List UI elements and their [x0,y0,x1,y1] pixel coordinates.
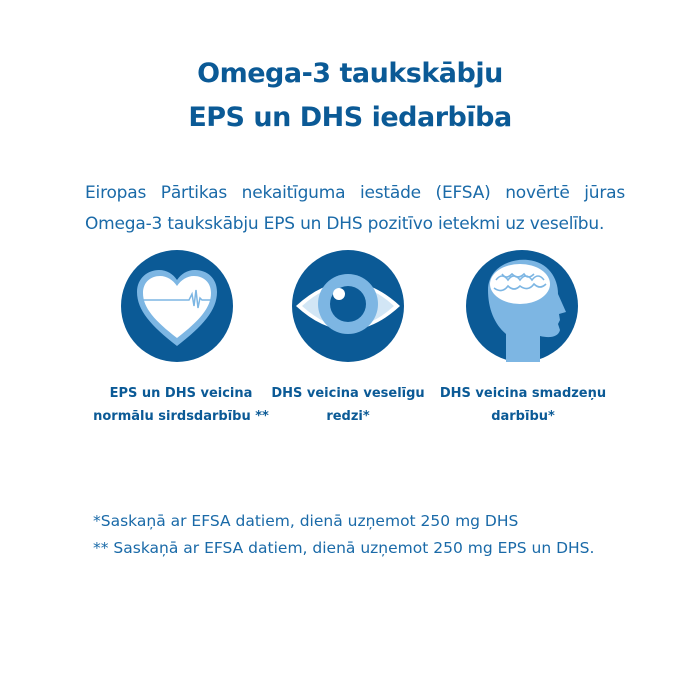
footnote-2: ** Saskaņā ar EFSA datiem, dienā uzņemot… [93,539,595,557]
caption-line: redzi* [326,409,370,424]
caption-line: darbību* [491,409,555,424]
title-line-2: EPS un DHS iedarbība [188,102,512,133]
caption-line: normālu sirdsdarbību ** [93,409,269,424]
footnote-1: *Saskaņā ar EFSA datiem, dienā uzņemot 2… [93,512,519,530]
benefit-caption-eye: DHS veicina veselīgu redzi* [253,382,443,428]
benefit-caption-brain: DHS veicina smadzeņu darbību* [428,382,618,428]
caption-line: DHS veicina smadzeņu [439,386,607,401]
intro-text: Eiropas Pārtikas nekaitīguma iestāde (EF… [85,183,625,234]
title-line-1: Omega-3 taukskābju [197,58,503,89]
brain-head-icon [466,250,578,362]
benefit-caption-heart: EPS un DHS veicina normālu sirdsdarbību … [86,382,276,428]
page-title: Omega-3 taukskābju EPS un DHS iedarbība [0,52,700,140]
footnotes: *Saskaņā ar EFSA datiem, dienā uzņemot 2… [93,508,594,562]
eye-icon [292,250,404,362]
heart-icon [121,250,233,362]
caption-line: DHS veicina veselīgu [271,386,425,401]
caption-line: EPS un DHS veicina [109,386,253,401]
